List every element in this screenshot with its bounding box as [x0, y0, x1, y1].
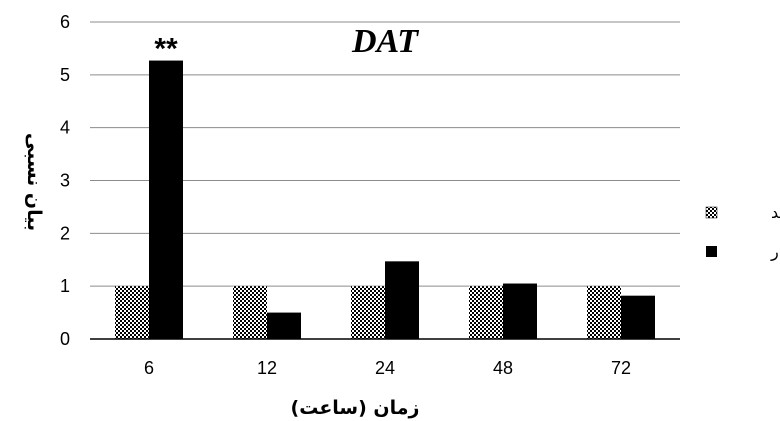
y-tick-label: 1 [60, 276, 70, 296]
x-tick-label: 12 [257, 358, 277, 378]
legend-item-treatment: تیمار [706, 242, 780, 262]
legend: شاهد تیمار [705, 203, 780, 262]
significance-annotation: ** [154, 33, 178, 66]
y-tick-label: 0 [60, 329, 70, 349]
bar-treatment-24 [385, 261, 419, 339]
y-tick-label: 3 [60, 171, 70, 191]
legend-swatch-control [705, 206, 718, 219]
y-tick-label: 6 [60, 12, 70, 32]
bar-control-12 [233, 286, 267, 339]
bar-control-48 [469, 286, 503, 339]
y-tick-label: 4 [60, 118, 70, 138]
legend-item-control: شاهد [705, 203, 780, 222]
legend-label-control: شاهد [771, 203, 780, 222]
bar-treatment-48 [503, 283, 537, 339]
bar-control-24 [351, 286, 385, 339]
annotations: ** [154, 33, 178, 66]
x-axis-title: زمان (ساعت) [291, 397, 420, 419]
gridlines [90, 21, 680, 287]
x-tick-label: 24 [375, 358, 395, 378]
y-axis-ticks: 0 1 2 3 4 5 6 [60, 12, 70, 349]
x-axis-ticks: 6 12 24 48 72 [144, 358, 631, 378]
y-axis-title: بیان نسبی [23, 133, 45, 231]
bar-treatment-6 [149, 60, 183, 340]
bar-treatment-12 [267, 312, 301, 339]
y-tick-label: 2 [60, 223, 70, 243]
bar-treatment-72 [621, 295, 655, 339]
chart-title: DAT [351, 23, 419, 60]
legend-label-treatment: تیمار [770, 242, 780, 262]
x-tick-label: 72 [611, 358, 631, 378]
bar-control-6 [115, 286, 149, 339]
x-tick-label: 6 [144, 358, 154, 378]
y-tick-label: 5 [60, 65, 70, 85]
bars [115, 60, 655, 340]
x-tick-label: 48 [493, 358, 513, 378]
legend-swatch-treatment [706, 246, 717, 257]
bar-control-72 [587, 286, 621, 339]
